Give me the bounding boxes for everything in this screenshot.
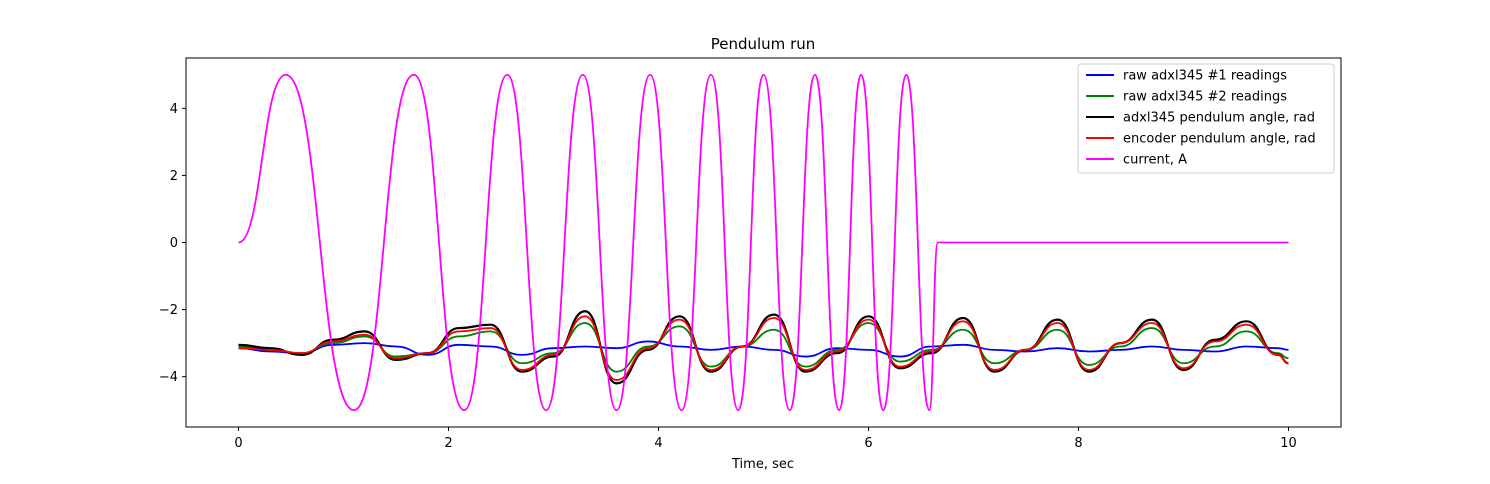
x-axis-label: Time, sec <box>731 457 794 472</box>
x-tick-label: 8 <box>1074 436 1082 451</box>
legend-label-4: encoder pendulum angle, rad <box>1123 132 1316 147</box>
ticks-layer: 0 2 4 6 8 10 −4 −2 0 2 4 <box>159 102 1297 451</box>
y-tick-label: −4 <box>159 370 178 385</box>
chart-title: Pendulum run <box>711 35 816 53</box>
y-tick-label: 4 <box>170 102 178 117</box>
legend-label-2: raw adxl345 #2 readings <box>1123 90 1287 105</box>
y-tick-label: −2 <box>159 303 178 318</box>
plot-frame <box>185 57 1342 428</box>
series-line-4 <box>238 315 1289 381</box>
x-tick-label: 6 <box>864 436 872 451</box>
series-line-5 <box>238 73 1289 412</box>
x-tick-label: 0 <box>234 436 242 451</box>
legend-box <box>1077 63 1335 174</box>
y-tick-label: 2 <box>170 169 178 184</box>
legend: raw adxl345 #1 readings raw adxl345 #2 re… <box>1077 63 1335 174</box>
legend-label-1: raw adxl345 #1 readings <box>1123 69 1287 84</box>
x-tick-label: 4 <box>654 436 662 451</box>
series-layer <box>238 73 1289 412</box>
x-tick-label: 10 <box>1280 436 1297 451</box>
y-tick-label: 0 <box>170 236 178 251</box>
legend-label-5: current, A <box>1123 153 1187 168</box>
x-tick-label: 2 <box>444 436 452 451</box>
legend-label-3: adxl345 pendulum angle, rad <box>1123 111 1315 126</box>
